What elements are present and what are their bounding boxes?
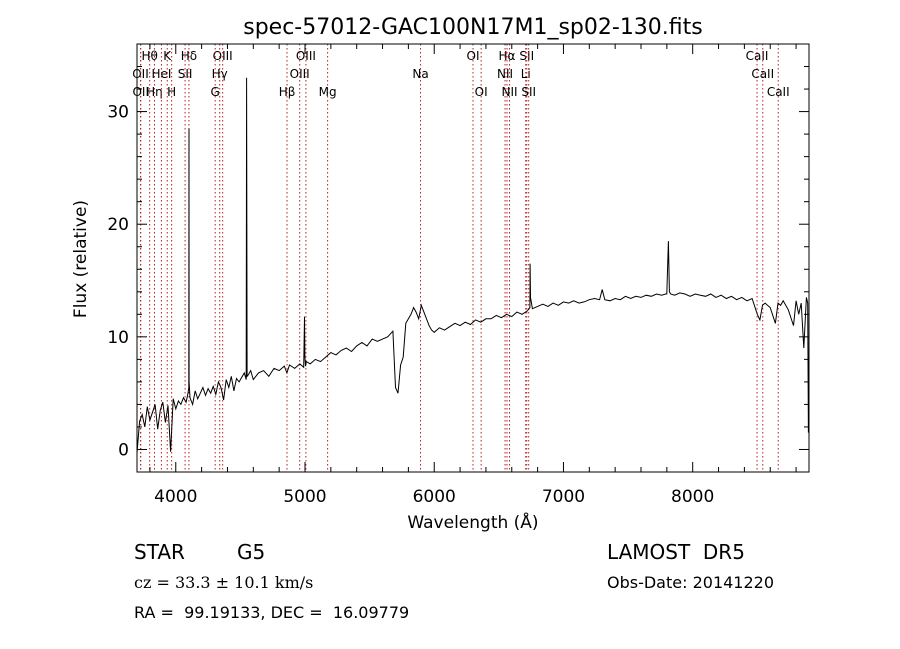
x-tick-label: 4000 <box>154 487 197 507</box>
spectral-line-label: K <box>163 49 172 63</box>
y-tick-label: 30 <box>107 103 129 123</box>
spectral-line-label: CaII <box>751 67 774 81</box>
spectral-line-label: Hδ <box>181 49 197 63</box>
spectral-line-label: OI <box>475 85 488 99</box>
spectral-line-label: Na <box>412 67 428 81</box>
spectral-line-label: G <box>211 85 220 99</box>
object-subclass: G5 <box>237 540 266 564</box>
spectral-line-label: Li <box>521 67 531 81</box>
y-tick-label: 10 <box>107 328 129 348</box>
spectral-line-label: CaII <box>746 49 769 63</box>
spectral-line-label: SII <box>519 49 534 63</box>
coordinates: RA = 99.19133, DEC = 16.09779 <box>134 603 410 622</box>
spectral-line-label: Mg <box>319 85 337 99</box>
spectral-line-label: OI <box>467 49 480 63</box>
obs-date: Obs-Date: 20141220 <box>607 573 775 592</box>
spectrum-layer <box>136 77 809 453</box>
y-tick-label: 0 <box>118 440 129 460</box>
survey-release: LAMOST DR5 <box>607 540 745 564</box>
spectral-line-label: Hθ <box>141 49 157 63</box>
spectral-line-label: HeI <box>151 67 171 81</box>
spectral-line-label: OIII <box>213 49 233 63</box>
plot-frame <box>136 43 810 473</box>
spectral-line-label: OIII <box>296 49 316 63</box>
chart-title: spec-57012-GAC100N17M1_sp02-130.fits <box>243 15 703 40</box>
spectral-line-label: NII <box>502 85 518 99</box>
axes-layer: 4000 5000 6000 7000 8000 0 10 20 30 <box>107 43 810 507</box>
spectrum-series-line <box>136 77 809 453</box>
x-tick-label: 8000 <box>671 487 714 507</box>
y-tick-label: 20 <box>107 215 129 235</box>
spectral-line-label: CaII <box>767 85 790 99</box>
spectral-line-label: Hβ <box>279 85 296 99</box>
spectral-line-label: SII <box>178 67 193 81</box>
x-axis-label: Wavelength (Å) <box>407 511 538 533</box>
y-axis-label: Flux (relative) <box>71 200 91 318</box>
x-tick-label: 6000 <box>413 487 456 507</box>
redshift-cz: cz = 33.3 ± 10.1 km/s <box>134 573 314 592</box>
spectral-line-label: Hγ <box>212 67 228 81</box>
spectral-line-label: Hα <box>499 49 516 63</box>
spectral-line-label: H <box>167 85 176 99</box>
object-type: STAR <box>134 540 185 564</box>
spectral-line-label: SII <box>521 85 536 99</box>
spectral-line-label: OIII <box>290 67 310 81</box>
spectral-line-label: Hη <box>146 85 163 99</box>
x-tick-label: 7000 <box>542 487 585 507</box>
spectral-line-label: OII <box>132 67 149 81</box>
spectral-line-label: NII <box>497 67 513 81</box>
x-tick-label: 5000 <box>283 487 326 507</box>
